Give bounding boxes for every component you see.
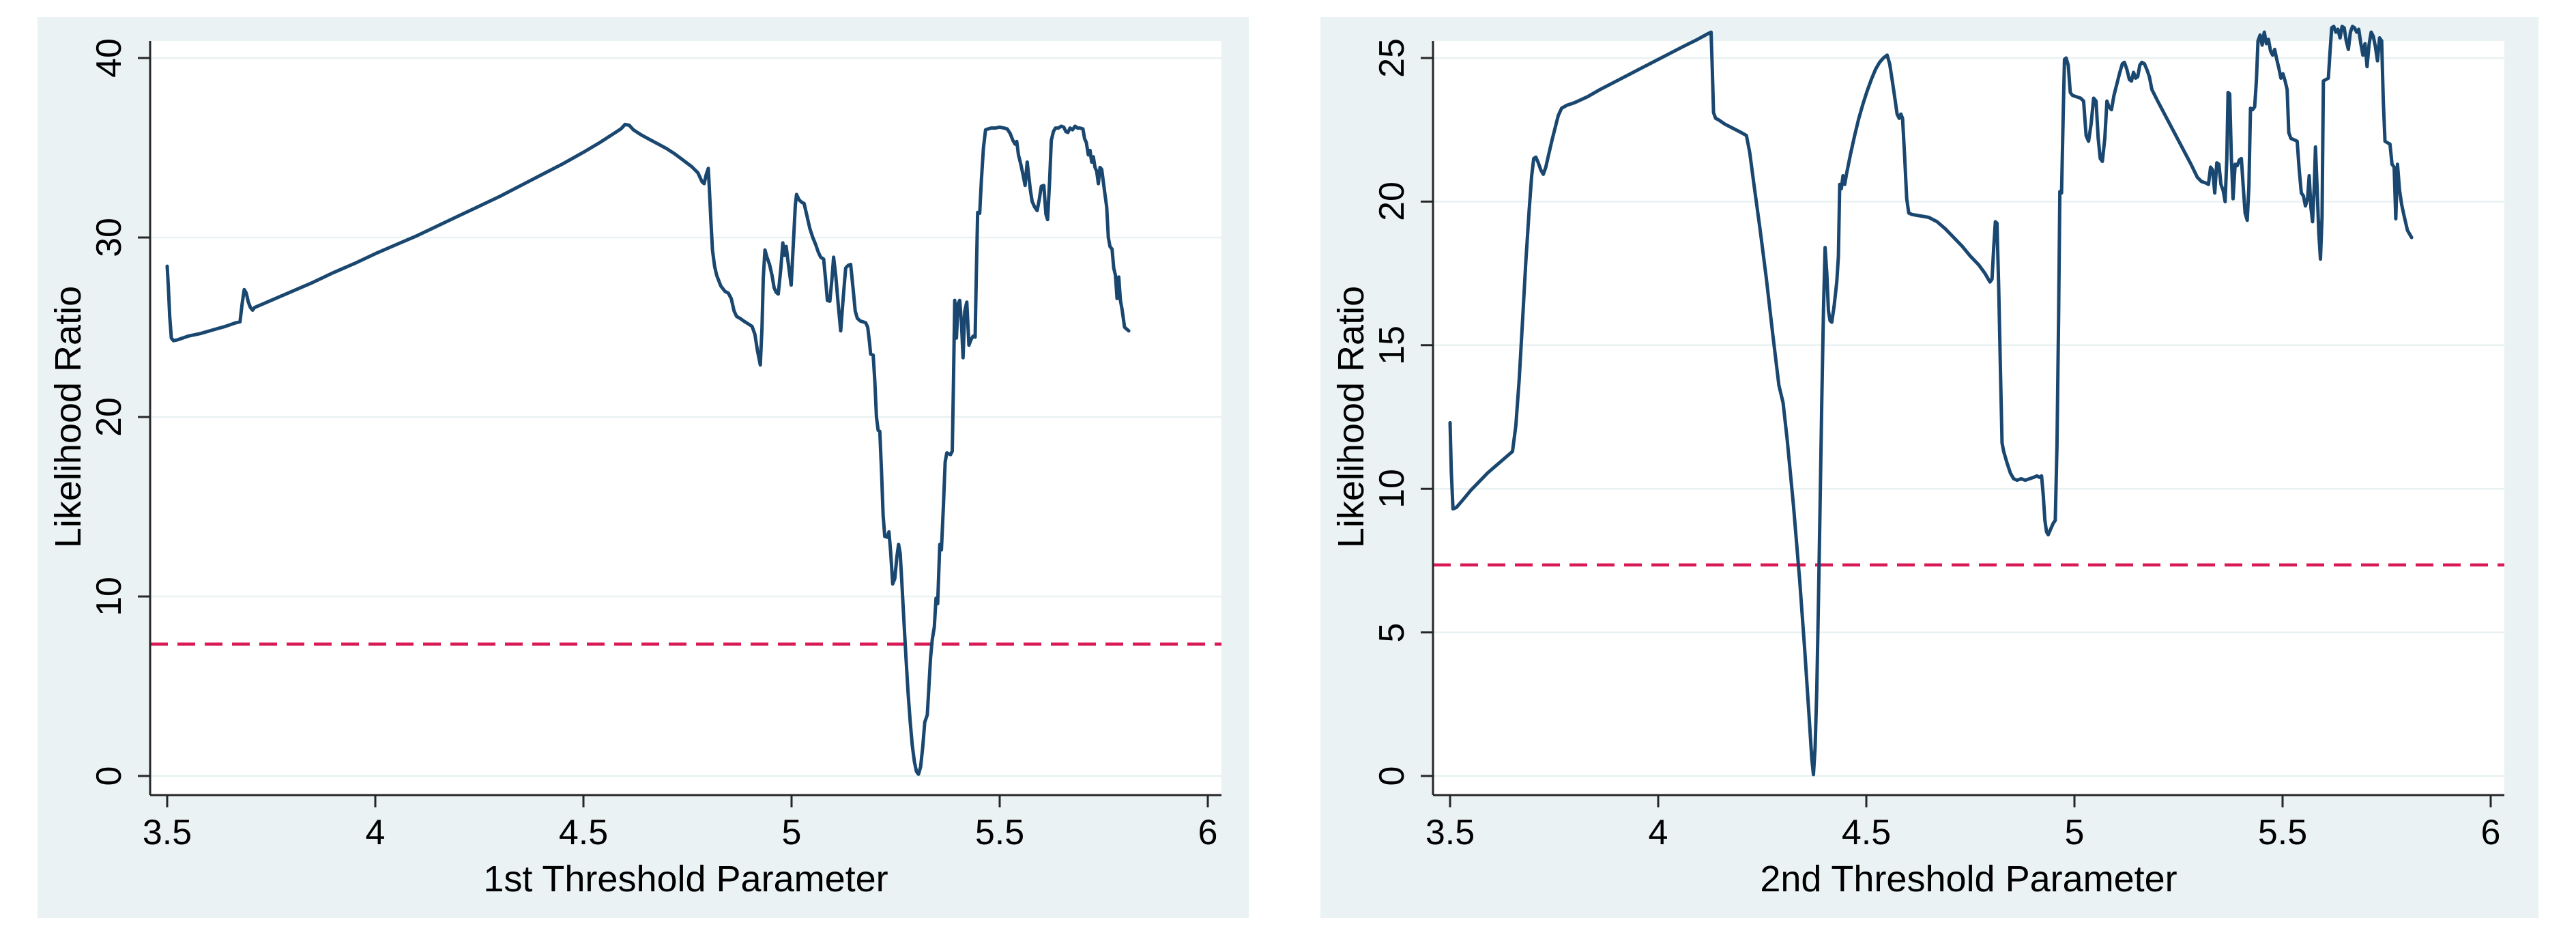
x-tick-label: 3.5	[142, 813, 192, 852]
x-tick-label: 4.5	[558, 813, 609, 852]
x-tick-label: 4	[365, 813, 386, 852]
plot-area	[1421, 25, 2504, 807]
x-tick-label: 5	[2064, 813, 2085, 852]
likelihood-ratio-line	[1448, 25, 2414, 777]
x-tick-label: 5.5	[974, 813, 1025, 852]
x-tick-label: 6	[1198, 813, 1218, 852]
x-tick-label: 3.5	[1425, 813, 1475, 852]
x-tick-label: 5	[781, 813, 802, 852]
x-tick-label: 6	[2480, 813, 2501, 852]
likelihood-ratio-line	[165, 122, 1131, 776]
plot-area	[138, 41, 1221, 807]
x-axis-title: 1st Threshold Parameter	[483, 859, 888, 900]
x-axis-title: 2nd Threshold Parameter	[1760, 859, 2177, 900]
x-tick-label: 4.5	[1841, 813, 1892, 852]
x-tick-label: 4	[1648, 813, 1668, 852]
x-tick-label: 5.5	[2257, 813, 2308, 852]
chart-panel-2nd-threshold: Likelihood Ratio 2nd Threshold Parameter…	[1320, 17, 2538, 918]
chart-panel-1st-threshold: Likelihood Ratio 1st Threshold Parameter…	[38, 17, 1249, 918]
